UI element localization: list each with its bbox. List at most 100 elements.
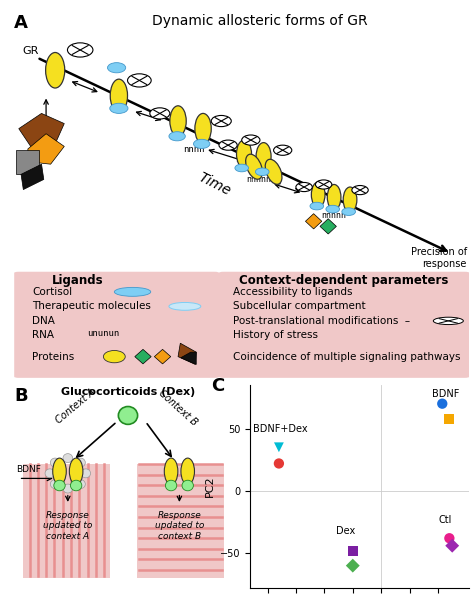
Circle shape: [193, 140, 210, 148]
Circle shape: [71, 480, 82, 491]
Point: [446, 414, 453, 424]
Circle shape: [150, 108, 170, 119]
Circle shape: [273, 145, 292, 155]
Text: Context B: Context B: [157, 388, 200, 428]
Circle shape: [81, 469, 91, 478]
Circle shape: [165, 480, 177, 491]
Text: Time: Time: [196, 170, 233, 198]
Point: [446, 533, 453, 543]
Ellipse shape: [237, 140, 252, 168]
Circle shape: [76, 458, 85, 467]
Polygon shape: [21, 164, 44, 189]
Polygon shape: [28, 134, 64, 164]
Text: Context A: Context A: [54, 387, 97, 426]
Circle shape: [169, 302, 201, 310]
Ellipse shape: [311, 182, 325, 207]
Text: Proteins: Proteins: [32, 352, 75, 362]
Polygon shape: [155, 349, 171, 364]
Circle shape: [296, 182, 312, 192]
Circle shape: [342, 208, 356, 216]
Text: BDNF: BDNF: [432, 388, 460, 399]
FancyBboxPatch shape: [137, 464, 224, 578]
Circle shape: [310, 203, 324, 210]
Point: [275, 443, 283, 452]
Circle shape: [108, 62, 126, 73]
Ellipse shape: [170, 106, 186, 136]
Circle shape: [235, 164, 248, 172]
Ellipse shape: [53, 458, 66, 485]
Circle shape: [76, 479, 85, 488]
Circle shape: [242, 135, 260, 145]
Bar: [17, 150, 39, 174]
Text: GR: GR: [23, 46, 39, 56]
Circle shape: [169, 132, 185, 141]
Circle shape: [255, 168, 269, 176]
Circle shape: [110, 103, 128, 113]
Text: nnnn: nnnn: [183, 145, 205, 154]
Point: [448, 541, 456, 551]
Text: BDNF: BDNF: [17, 465, 41, 475]
Circle shape: [50, 458, 60, 467]
Circle shape: [45, 469, 55, 478]
Ellipse shape: [265, 159, 282, 184]
Ellipse shape: [256, 143, 271, 170]
FancyBboxPatch shape: [219, 271, 469, 378]
Text: Accessibility to ligands: Accessibility to ligands: [233, 287, 352, 297]
Polygon shape: [19, 113, 64, 149]
Circle shape: [128, 74, 151, 87]
Text: Dex: Dex: [336, 526, 355, 536]
Ellipse shape: [46, 52, 65, 88]
Text: Subcellular compartment: Subcellular compartment: [233, 301, 365, 311]
Circle shape: [326, 206, 339, 213]
Text: Response
updated to
context B: Response updated to context B: [155, 511, 204, 541]
Point: [349, 561, 356, 570]
Text: ununun: ununun: [87, 329, 119, 338]
Polygon shape: [181, 352, 196, 365]
Text: nnnnnnn: nnnnnnn: [246, 175, 281, 184]
Text: Context-dependent parameters: Context-dependent parameters: [239, 274, 449, 287]
Ellipse shape: [103, 350, 125, 363]
Text: Precision of
response: Precision of response: [411, 247, 467, 269]
Ellipse shape: [343, 187, 357, 213]
Text: B: B: [14, 387, 28, 405]
Ellipse shape: [246, 154, 263, 179]
Text: Ctl: Ctl: [438, 514, 451, 525]
Circle shape: [433, 317, 464, 324]
Circle shape: [316, 180, 332, 189]
Text: Dynamic allosteric forms of GR: Dynamic allosteric forms of GR: [152, 14, 368, 29]
FancyBboxPatch shape: [14, 271, 219, 378]
Point: [349, 546, 356, 555]
Point: [438, 399, 446, 409]
Circle shape: [63, 454, 73, 463]
Point: [275, 459, 283, 468]
Circle shape: [352, 185, 368, 195]
Text: Ligands: Ligands: [52, 274, 104, 287]
Text: Coincidence of multiple signaling pathways: Coincidence of multiple signaling pathwa…: [233, 352, 460, 362]
Ellipse shape: [69, 458, 83, 485]
Text: Response
updated to
context A: Response updated to context A: [43, 511, 92, 541]
Text: Cortisol: Cortisol: [32, 287, 73, 297]
Polygon shape: [320, 219, 337, 234]
Text: DNA: DNA: [32, 316, 55, 326]
Circle shape: [50, 479, 60, 488]
Circle shape: [118, 406, 137, 424]
FancyBboxPatch shape: [23, 464, 110, 578]
Circle shape: [54, 480, 65, 491]
Circle shape: [182, 480, 193, 491]
Text: nnnnn: nnnnn: [322, 211, 346, 220]
Ellipse shape: [164, 458, 178, 485]
Circle shape: [114, 287, 151, 296]
Polygon shape: [305, 214, 322, 229]
Ellipse shape: [327, 185, 341, 210]
Text: Glucocorticoids (Dex): Glucocorticoids (Dex): [61, 387, 195, 397]
Ellipse shape: [195, 113, 211, 144]
Polygon shape: [135, 349, 151, 364]
Text: History of stress: History of stress: [233, 330, 318, 340]
Ellipse shape: [110, 79, 128, 112]
Text: BDNF+Dex: BDNF+Dex: [253, 424, 308, 434]
Text: A: A: [14, 14, 28, 33]
Circle shape: [63, 484, 73, 493]
Circle shape: [67, 43, 93, 57]
Polygon shape: [178, 343, 196, 365]
Circle shape: [211, 115, 231, 127]
